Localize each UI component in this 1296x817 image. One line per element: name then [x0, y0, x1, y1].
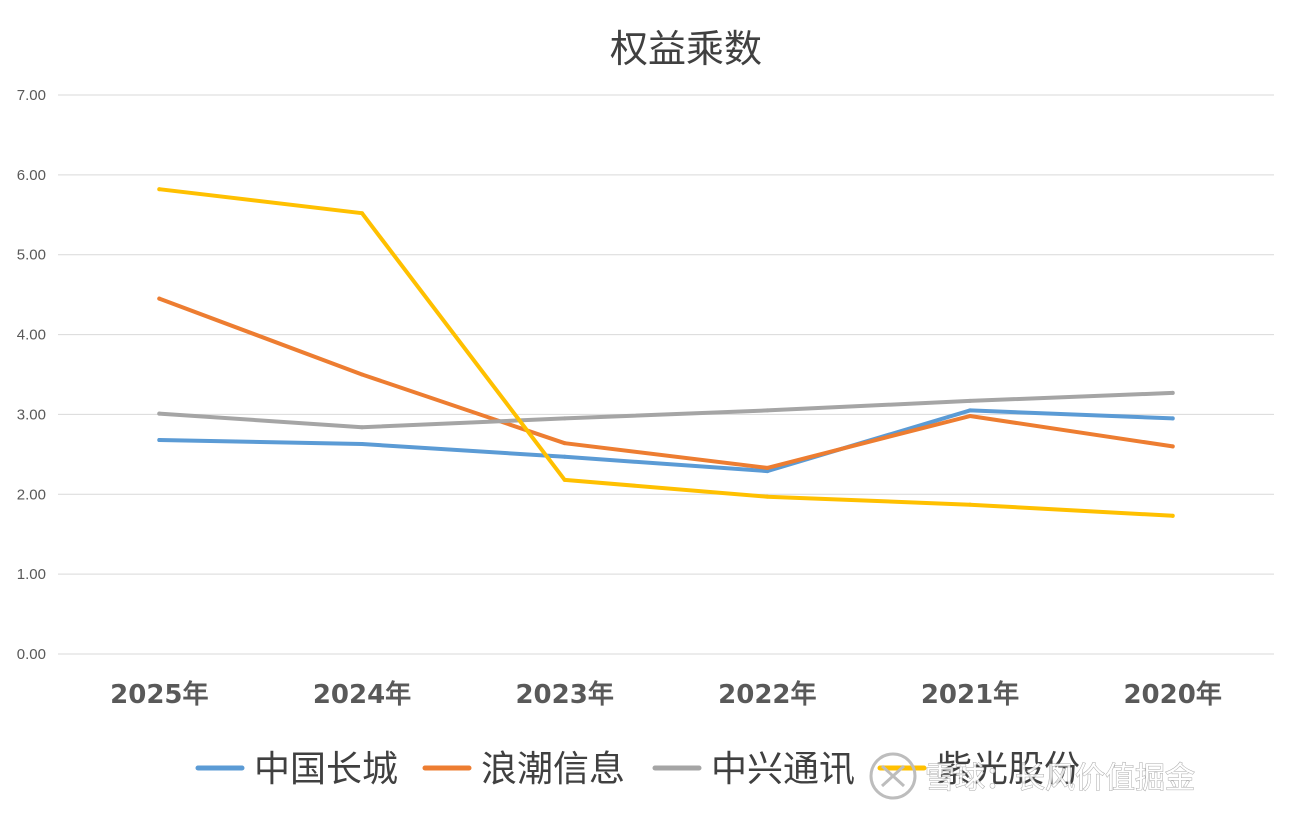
- watermark-text: 雪球：长风价值掘金: [925, 761, 1195, 796]
- series-line-2: [157, 296, 1175, 470]
- y-tick-label: 7.00: [17, 87, 46, 104]
- data-point: [968, 414, 972, 419]
- data-point: [157, 437, 162, 442]
- series-line-1: [157, 408, 1175, 474]
- data-point: [360, 425, 364, 430]
- series-line-4: [157, 187, 1175, 518]
- y-tick-label: 0.00: [17, 646, 46, 663]
- gridlines: [58, 94, 1274, 655]
- x-tick-label: 2021年: [921, 679, 1019, 710]
- x-tick-label: 2022年: [718, 679, 816, 710]
- y-tick-label: 1.00: [17, 566, 46, 583]
- x-tick-label: 2025年: [110, 679, 208, 710]
- y-tick-label: 6.00: [17, 167, 46, 184]
- y-tick-label: 2.00: [17, 486, 46, 503]
- y-tick-label: 5.00: [17, 247, 46, 264]
- legend-label: 中国长城: [254, 749, 398, 790]
- chart-title: 权益乘数: [610, 27, 762, 71]
- y-tick-label: 3.00: [17, 406, 46, 423]
- data-point: [157, 411, 162, 416]
- y-tick-label: 4.00: [17, 327, 46, 344]
- data-point: [157, 296, 162, 301]
- snowball-logo-icon: [869, 752, 917, 800]
- data-point: [765, 465, 770, 470]
- data-point: [360, 211, 364, 216]
- data-point: [360, 441, 364, 446]
- x-tick-label: 2023年: [515, 679, 613, 710]
- data-point: [765, 494, 770, 499]
- data-point: [1170, 444, 1175, 449]
- data-point: [765, 408, 770, 413]
- data-point: [1170, 416, 1175, 421]
- data-point: [765, 469, 770, 474]
- legend-label: 中兴通讯: [711, 749, 855, 790]
- data-point: [562, 416, 567, 421]
- data-point: [360, 372, 364, 377]
- watermark: 雪球：长风价值掘金: [869, 752, 1196, 800]
- y-axis-ticks: 0.00 1.00 2.00 3.00 4.00 5.00 6.00 7.00: [17, 87, 46, 663]
- legend-label: 紫光股份: [936, 749, 1080, 790]
- data-point: [968, 398, 972, 403]
- data-point: [968, 408, 972, 413]
- data-point: [1170, 390, 1175, 395]
- legend-label: 浪潮信息: [481, 749, 625, 790]
- x-axis-ticks: 2025年 2024年 2023年 2022年 2021年 2020年: [110, 679, 1222, 710]
- data-point: [562, 477, 567, 482]
- x-tick-label: 2024年: [313, 679, 411, 710]
- series-line-3: [157, 390, 1175, 430]
- data-point: [562, 441, 567, 446]
- data-point: [562, 454, 567, 459]
- x-tick-label: 2020年: [1123, 679, 1221, 710]
- series-lines: [157, 187, 1175, 518]
- data-point: [1170, 513, 1175, 518]
- data-point: [968, 502, 972, 507]
- legend: 中国长城 浪潮信息 中兴通讯 紫光股份: [195, 749, 1080, 790]
- data-point: [157, 187, 162, 192]
